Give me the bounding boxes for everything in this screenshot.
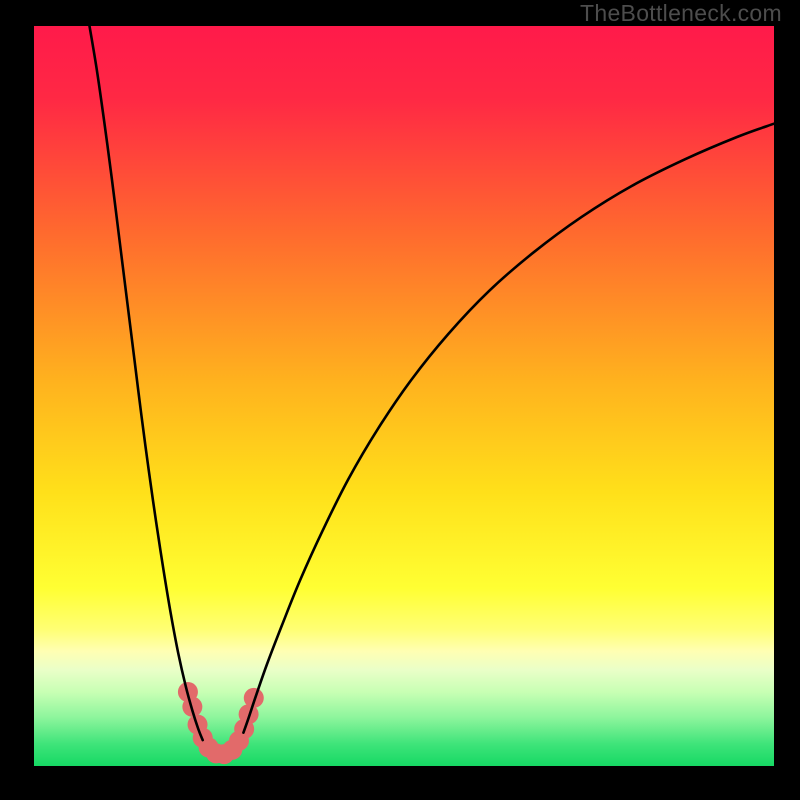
- plot-frame: [34, 26, 774, 766]
- bottleneck-curve: [34, 26, 774, 766]
- curve-right-branch: [243, 124, 774, 733]
- marker-cluster: [178, 682, 264, 764]
- watermark-text: TheBottleneck.com: [580, 0, 782, 27]
- curve-left-branch: [90, 26, 203, 740]
